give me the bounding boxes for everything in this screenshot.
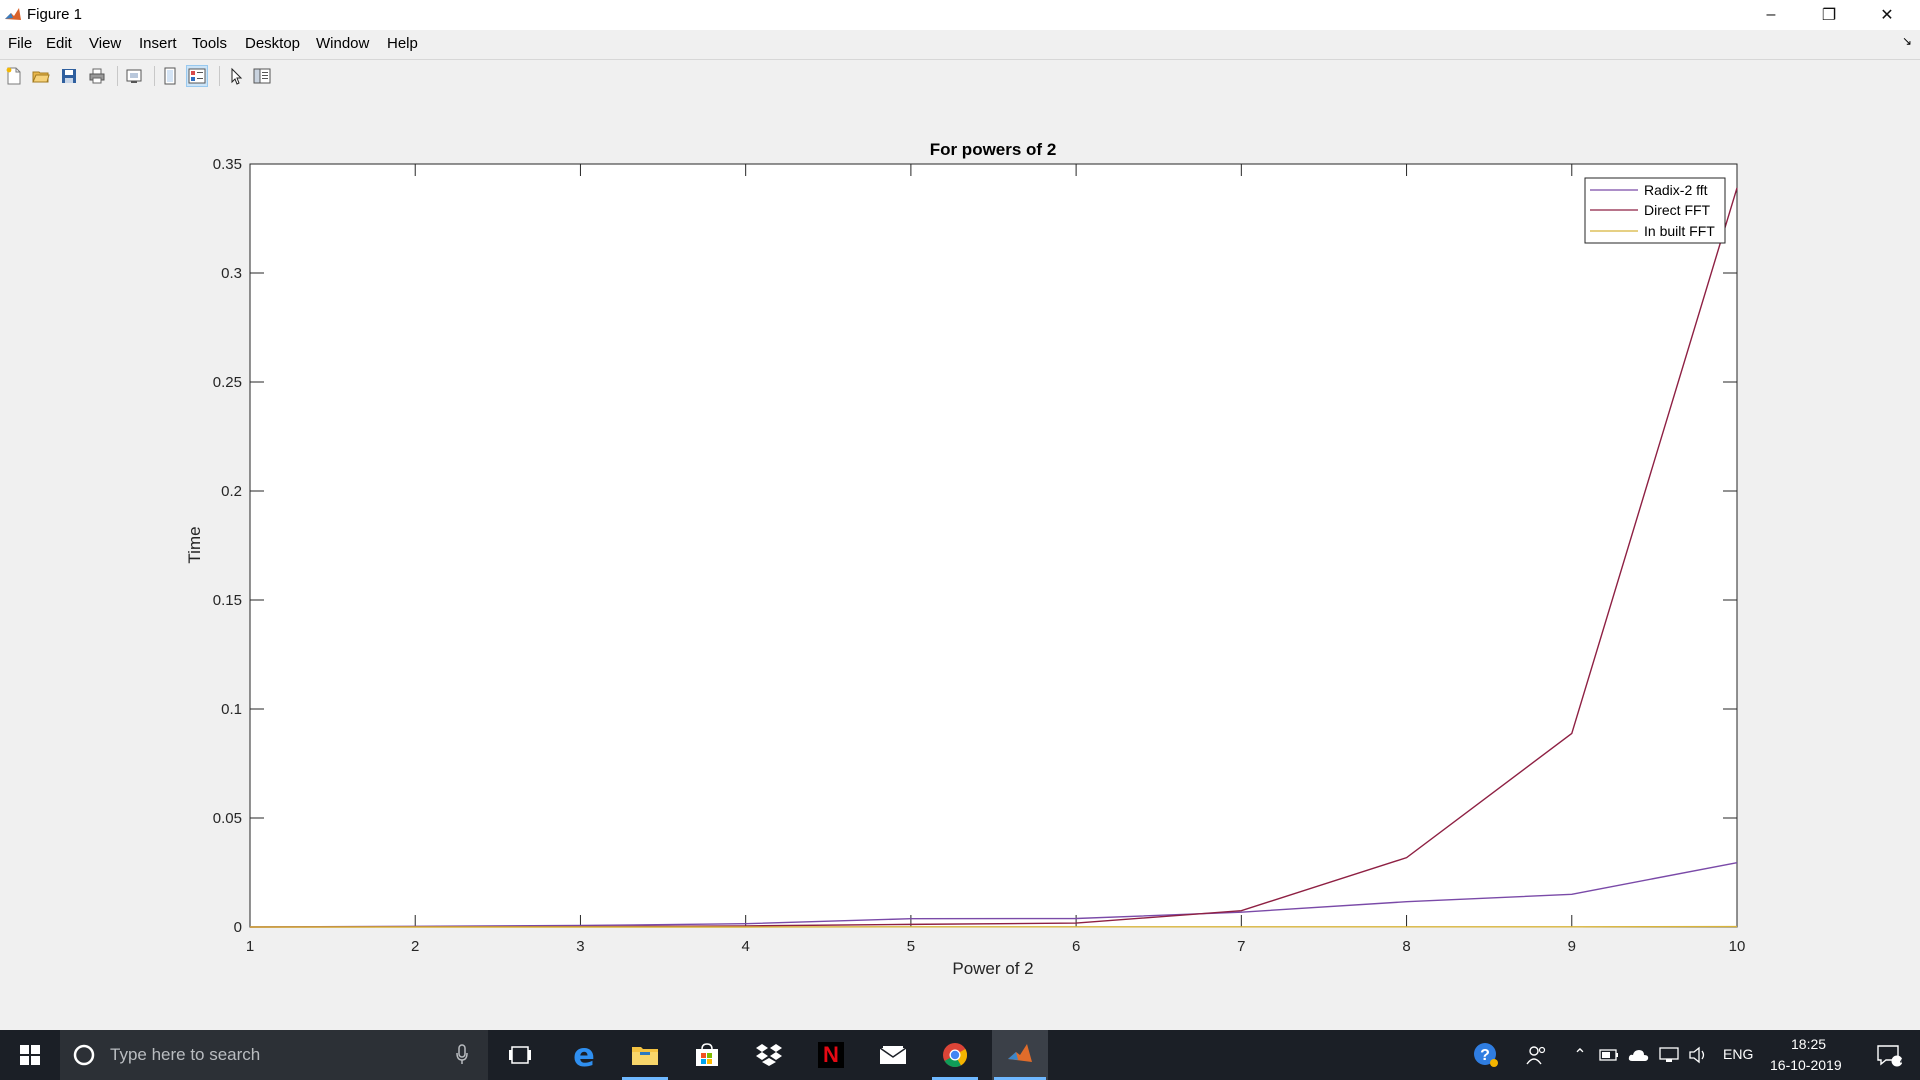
x-tick-label: 6 [1072, 938, 1080, 955]
menu-edit[interactable]: Edit [46, 35, 72, 52]
matlab-icon[interactable] [992, 1030, 1048, 1080]
show-hidden-icons-chevron-icon[interactable]: ⌃ [1573, 1047, 1587, 1064]
y-tick-label: 0.1 [221, 701, 242, 718]
clock-time[interactable]: 18:25 [1791, 1036, 1827, 1052]
file-explorer-icon[interactable] [620, 1030, 670, 1080]
menu-help[interactable]: Help [387, 35, 418, 52]
menu-tools[interactable]: Tools [192, 35, 228, 52]
svg-text:?: ? [1480, 1047, 1490, 1064]
taskbar-search-box[interactable]: Type here to search [60, 1030, 488, 1080]
action-center-icon[interactable]: 4 [1864, 1030, 1914, 1080]
dropbox-icon[interactable] [744, 1030, 794, 1080]
menu-window[interactable]: Window [316, 35, 370, 52]
network-icon[interactable] [1656, 1030, 1682, 1080]
link-plot-icon[interactable] [123, 65, 145, 87]
figure-toolbar [0, 59, 1920, 94]
figure-canvas: 1 2 3 4 5 6 7 8 9 10 0 0.05 0.1 0.15 0.2 0.25 0.3 0.35 Fo… [0, 93, 1920, 1030]
battery-icon[interactable] [1597, 1030, 1621, 1080]
window-title: Figure 1 [27, 6, 83, 23]
open-file-icon[interactable] [30, 65, 52, 87]
x-tick-label: 4 [741, 938, 749, 955]
y-tick-label: 0.35 [213, 156, 242, 173]
netflix-icon[interactable]: N [806, 1030, 856, 1080]
clock-date[interactable]: 16-10-2019 [1770, 1057, 1842, 1073]
windows-start-icon[interactable] [0, 1030, 60, 1080]
chart-legend[interactable]: Radix-2 fft Direct FFT In built FFT [1584, 177, 1726, 244]
y-tick-label: 0 [234, 919, 242, 936]
print-icon[interactable] [86, 65, 108, 87]
language-indicator[interactable]: ENG [1723, 1046, 1754, 1062]
x-tick-label: 3 [576, 938, 584, 955]
plot-area[interactable] [249, 163, 1738, 928]
legend-label-direct: Direct FFT [1644, 202, 1711, 218]
hide-plot-tools-icon[interactable] [159, 65, 181, 87]
series-line-radix2 [249, 862, 1738, 928]
x-tick-label: 1 [246, 938, 254, 955]
menu-insert[interactable]: Insert [139, 35, 177, 52]
x-tick-label: 8 [1402, 938, 1410, 955]
store-icon[interactable] [682, 1030, 732, 1080]
y-tick-label: 0.05 [213, 810, 242, 827]
y-tick-label: 0.25 [213, 374, 242, 391]
line-chart[interactable]: 1 2 3 4 5 6 7 8 9 10 0 0.05 0.1 0.15 0.2 0.25 0.3 0.35 Fo… [0, 93, 1920, 1030]
y-tick-label: 0.3 [221, 265, 242, 282]
x-axis-label: Power of 2 [952, 959, 1033, 978]
chrome-icon[interactable] [930, 1030, 980, 1080]
x-tick-label: 9 [1568, 938, 1576, 955]
volume-icon[interactable] [1686, 1030, 1712, 1080]
restore-button[interactable]: ❐ [1821, 7, 1837, 24]
onedrive-icon[interactable] [1626, 1030, 1652, 1080]
y-tick-label: 0.2 [221, 483, 242, 500]
window-titlebar: Figure 1 – ❐ ✕ [0, 0, 1920, 30]
menu-file[interactable]: File [8, 35, 33, 52]
menu-desktop[interactable]: Desktop [245, 35, 301, 52]
search-placeholder: Type here to search [110, 1045, 261, 1064]
mail-icon[interactable] [868, 1030, 918, 1080]
task-view-icon[interactable] [495, 1030, 545, 1080]
chart-title: For powers of 2 [930, 140, 1057, 159]
menu-view[interactable]: View [89, 35, 122, 52]
legend-label-inbuilt: In built FFT [1644, 223, 1715, 239]
cortana-circle-icon [73, 1044, 95, 1066]
minimize-button[interactable]: – [1766, 6, 1776, 23]
y-tick-label: 0.15 [213, 592, 242, 609]
help-question-icon[interactable]: ? [1466, 1030, 1506, 1080]
x-tick-label: 5 [907, 938, 915, 955]
microphone-icon[interactable] [455, 1044, 469, 1066]
x-tick-label: 10 [1729, 938, 1746, 955]
dock-figure-icon[interactable]: ↘ [1901, 34, 1912, 48]
people-icon[interactable] [1520, 1030, 1554, 1080]
save-icon[interactable] [58, 65, 80, 87]
menu-bar: File Edit View Insert Tools Desktop Wind… [0, 30, 1920, 58]
x-tick-label: 2 [411, 938, 419, 955]
notification-count: 4 [1900, 1055, 1907, 1067]
edge-icon[interactable]: e [573, 1036, 595, 1074]
windows-taskbar: Type here to search e N ? ⌃ [0, 1030, 1920, 1080]
matlab-app-icon [4, 6, 22, 24]
y-axis-label: Time [185, 526, 204, 563]
legend-label-radix2: Radix-2 fft [1644, 182, 1708, 198]
close-button[interactable]: ✕ [1880, 7, 1894, 24]
new-figure-icon[interactable] [3, 65, 25, 87]
plot-browser-icon[interactable] [251, 65, 273, 87]
edit-plot-arrow-icon[interactable] [225, 65, 247, 87]
x-tick-label: 7 [1237, 938, 1245, 955]
show-plot-tools-icon[interactable] [186, 65, 208, 87]
